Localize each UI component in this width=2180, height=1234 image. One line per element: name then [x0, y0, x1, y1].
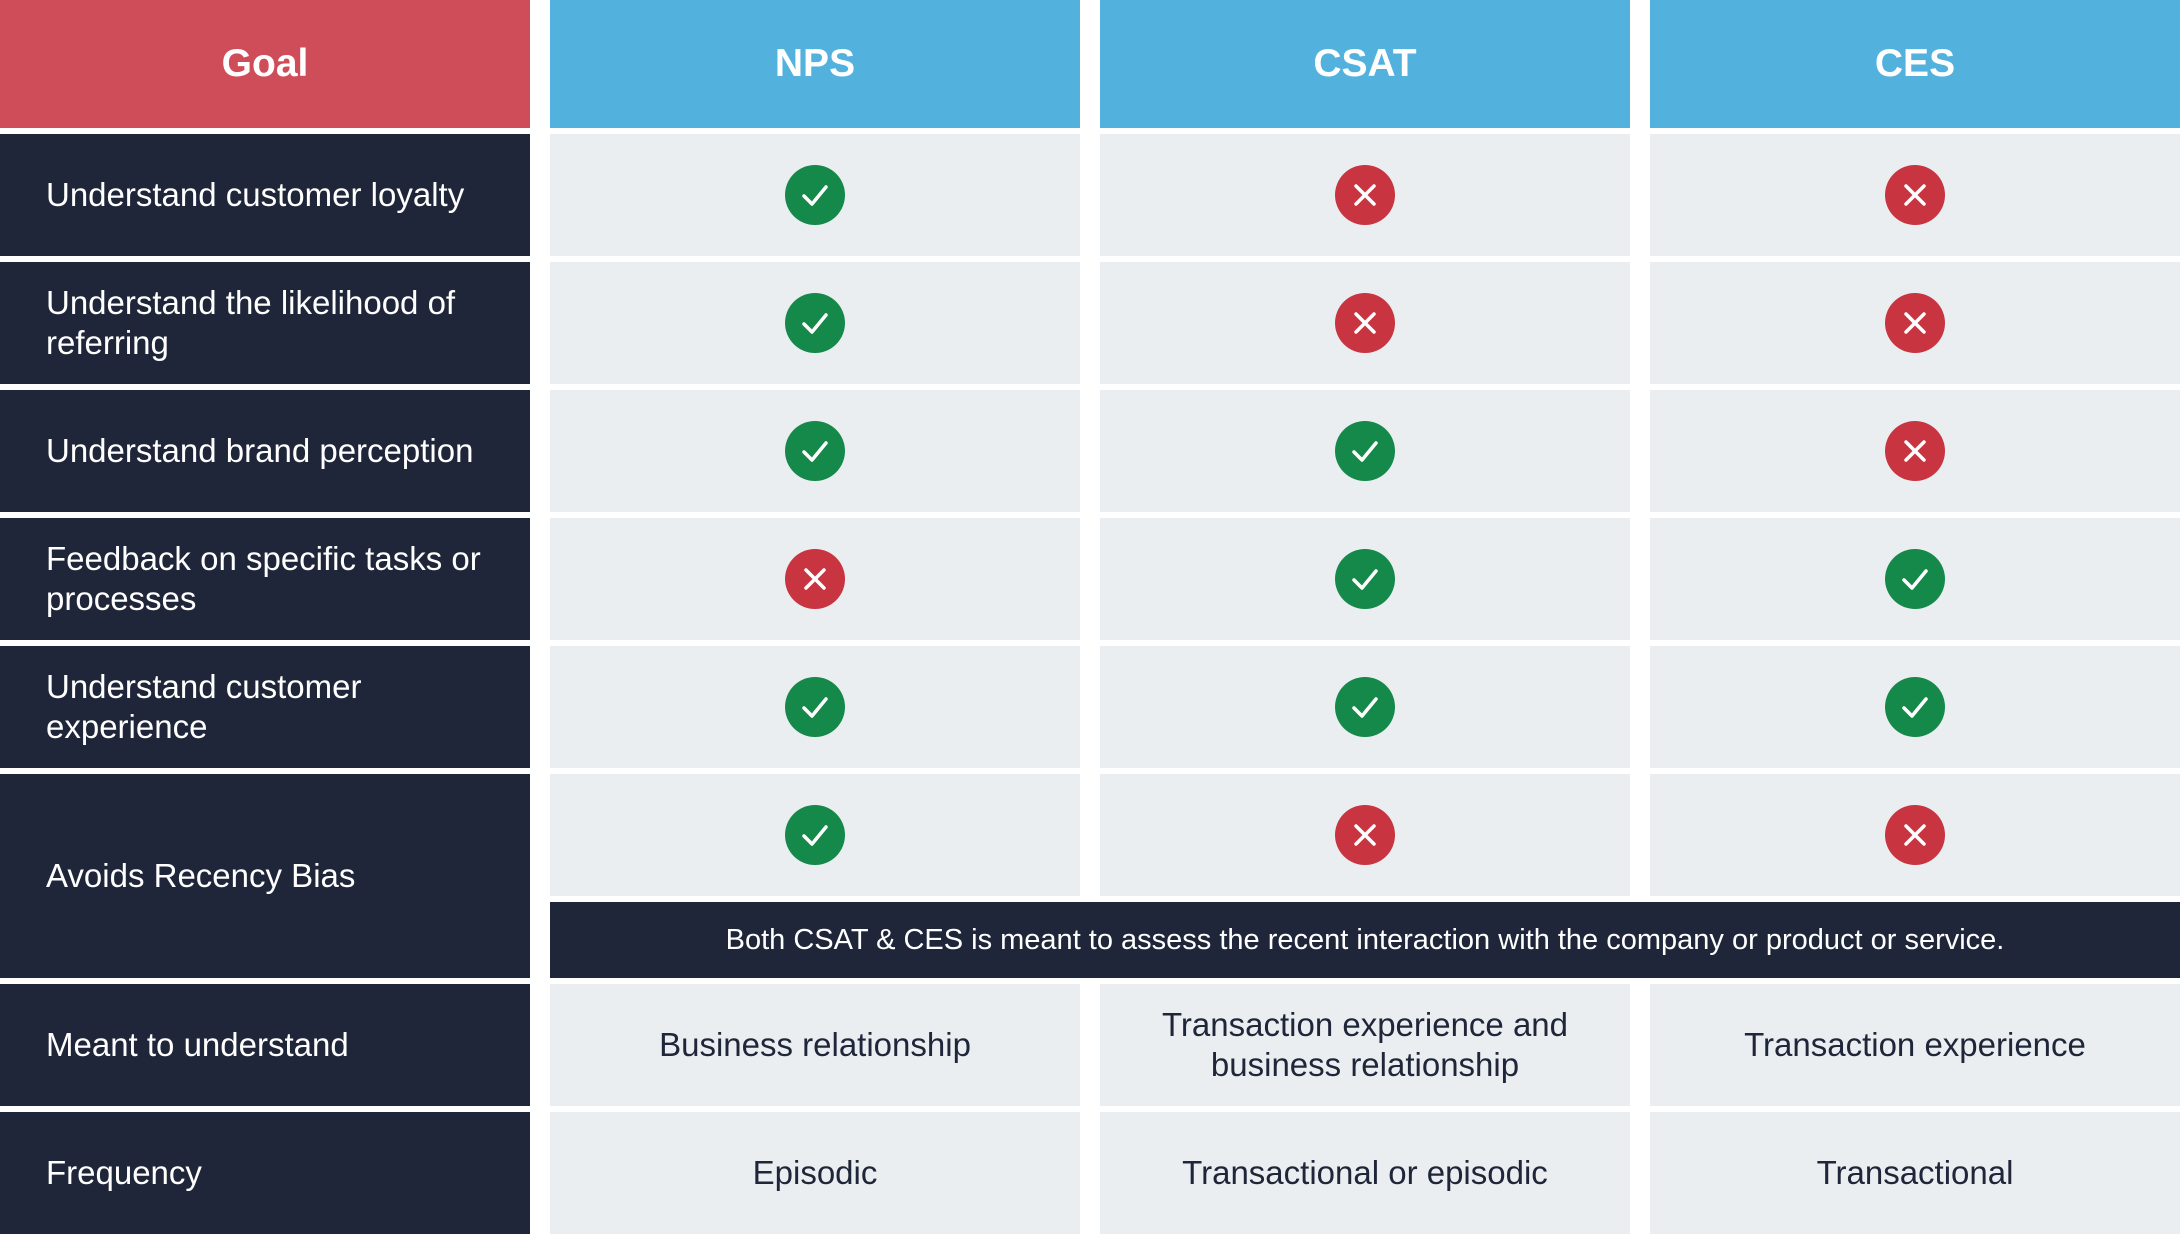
table-cell-nps: [550, 518, 1080, 640]
table-cell-nps: Episodic: [550, 1112, 1080, 1234]
table-cell-ces: [1650, 518, 2180, 640]
table-cell-csat: [1100, 646, 1630, 768]
table-cell-csat: Transaction experience and business rela…: [1100, 984, 1630, 1106]
check-circle-icon: [785, 165, 845, 225]
check-circle-icon: [1885, 677, 1945, 737]
table-cell-nps: [550, 646, 1080, 768]
goal-label: Understand the likelihood of referring: [0, 262, 530, 384]
table-cell-csat: [1100, 518, 1630, 640]
goal-label: Avoids Recency Bias: [0, 774, 530, 978]
goal-label: Understand customer experience: [0, 646, 530, 768]
check-circle-icon: [1335, 421, 1395, 481]
x-circle-icon: [1335, 293, 1395, 353]
table-cell-csat: Transactional or episodic: [1100, 1112, 1630, 1234]
table-cell-csat: [1100, 262, 1630, 384]
check-circle-icon: [785, 293, 845, 353]
check-circle-icon: [785, 805, 845, 865]
table-cell-ces: Transactional: [1650, 1112, 2180, 1234]
header-nps: NPS: [550, 0, 1080, 128]
table-cell-csat: [1100, 774, 1630, 896]
check-circle-icon: [1885, 549, 1945, 609]
check-circle-icon: [785, 677, 845, 737]
table-cell-nps: [550, 262, 1080, 384]
table-cell-csat: [1100, 390, 1630, 512]
table-cell-nps: [550, 390, 1080, 512]
table-cell-ces: [1650, 262, 2180, 384]
header-csat: CSAT: [1100, 0, 1630, 128]
check-circle-icon: [1335, 677, 1395, 737]
table-cell-nps: [550, 774, 1080, 896]
x-circle-icon: [1885, 805, 1945, 865]
header-goal: Goal: [0, 0, 530, 128]
x-circle-icon: [785, 549, 845, 609]
table-cell-ces: Transaction experience: [1650, 984, 2180, 1106]
x-circle-icon: [1885, 165, 1945, 225]
header-ces: CES: [1650, 0, 2180, 128]
goal-label: Frequency: [0, 1112, 530, 1234]
goal-label: Understand brand perception: [0, 390, 530, 512]
x-circle-icon: [1885, 421, 1945, 481]
check-circle-icon: [785, 421, 845, 481]
recency-note: Both CSAT & CES is meant to assess the r…: [550, 902, 2180, 978]
goal-label: Feedback on specific tasks or processes: [0, 518, 530, 640]
goal-label: Understand customer loyalty: [0, 134, 530, 256]
x-circle-icon: [1885, 293, 1945, 353]
goal-label: Meant to understand: [0, 984, 530, 1106]
table-cell-ces: [1650, 646, 2180, 768]
table-cell-ces: [1650, 134, 2180, 256]
x-circle-icon: [1335, 805, 1395, 865]
table-cell-csat: [1100, 134, 1630, 256]
table-cell-ces: [1650, 390, 2180, 512]
table-cell-ces: [1650, 774, 2180, 896]
check-circle-icon: [1335, 549, 1395, 609]
x-circle-icon: [1335, 165, 1395, 225]
table-cell-nps: [550, 134, 1080, 256]
table-cell-nps: Business relationship: [550, 984, 1080, 1106]
